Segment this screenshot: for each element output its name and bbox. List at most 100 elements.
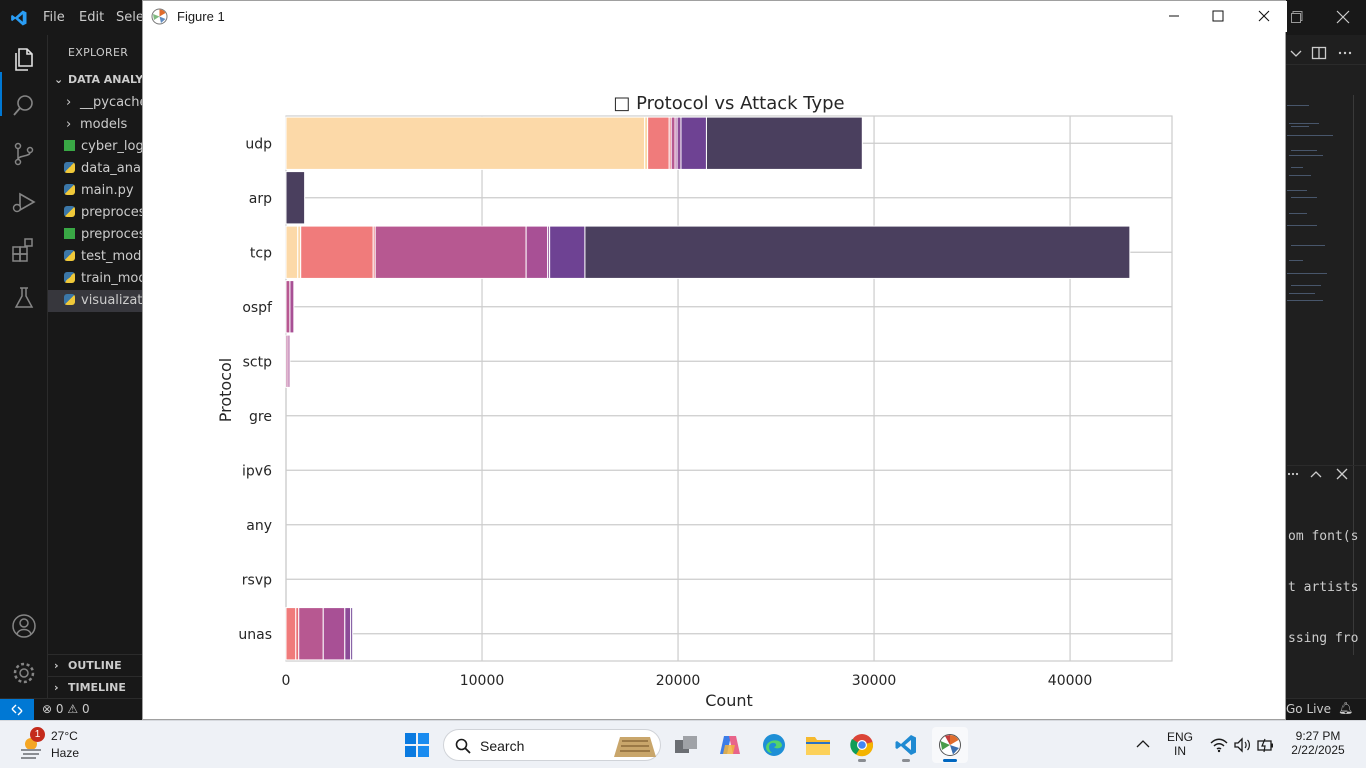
minimize-button[interactable] xyxy=(1151,1,1197,32)
account-icon[interactable] xyxy=(10,612,38,640)
panel-border xyxy=(1287,465,1366,466)
maximize-button[interactable] xyxy=(1195,1,1241,32)
figure-title: Figure 1 xyxy=(177,9,225,24)
x-tick-label: 0 xyxy=(282,673,291,689)
file-tree-item[interactable]: data_analy xyxy=(48,158,143,180)
copilot-icon xyxy=(720,736,740,754)
edge-button[interactable] xyxy=(756,727,792,763)
menu-selection[interactable]: Sele xyxy=(116,10,144,25)
source-control-icon[interactable] xyxy=(10,140,38,168)
python-file-icon xyxy=(64,206,75,217)
clock[interactable]: 9:27 PM 2/22/2025 xyxy=(1283,729,1353,757)
restore-icon[interactable] xyxy=(1291,11,1303,23)
bar-segment xyxy=(647,116,670,170)
menu-file[interactable]: File xyxy=(43,10,65,25)
vscode-icon xyxy=(895,735,916,755)
go-live-button[interactable]: Go Live xyxy=(1286,702,1331,716)
close-icon[interactable] xyxy=(1336,10,1350,24)
volume-icon[interactable] xyxy=(1233,737,1251,753)
bar-segment xyxy=(285,225,299,279)
file-tree-item[interactable]: main.py xyxy=(48,180,143,202)
show-hidden-icons-chevron[interactable] xyxy=(1136,739,1150,749)
start-button[interactable] xyxy=(399,727,435,763)
bar-segment xyxy=(680,116,707,170)
settings-gear-icon[interactable] xyxy=(10,659,38,687)
chrome-button[interactable] xyxy=(844,727,880,763)
file-tree-label: main.py xyxy=(81,183,134,198)
notification-badge: 1 xyxy=(30,727,45,742)
y-tick-label: ipv6 xyxy=(242,463,272,479)
more-actions-icon[interactable] xyxy=(1337,45,1353,61)
problems-indicator[interactable]: ⊗ 0 ⚠ 0 xyxy=(42,702,90,716)
language-bottom: IN xyxy=(1174,744,1186,758)
wifi-icon[interactable] xyxy=(1210,737,1228,753)
split-editor-icon[interactable] xyxy=(1311,45,1327,61)
editor-area xyxy=(1285,35,1366,698)
vscode-taskbar-button[interactable] xyxy=(888,727,924,763)
matplotlib-icon xyxy=(939,734,961,756)
bar-segment xyxy=(350,607,354,661)
y-tick-label: tcp xyxy=(250,245,272,261)
file-tree-item[interactable]: test_mode xyxy=(48,246,143,268)
chevron-right-icon: › xyxy=(66,95,72,110)
language-indicator[interactable]: ENG IN xyxy=(1163,730,1197,758)
task-view-button[interactable] xyxy=(668,727,704,763)
bar-segment xyxy=(285,171,306,225)
bar-segment xyxy=(705,116,863,170)
running-indicator xyxy=(858,759,866,762)
python-file-icon xyxy=(64,250,75,261)
activity-bar xyxy=(0,35,48,698)
bar-segment xyxy=(322,607,346,661)
outline-section[interactable]: › OUTLINE xyxy=(48,654,143,676)
file-tree-label: test_mode xyxy=(81,249,143,264)
scrollbar-track[interactable] xyxy=(1353,95,1354,655)
file-tree-item[interactable]: preprocess xyxy=(48,224,143,246)
chart-title: □ Protocol vs Attack Type xyxy=(613,93,844,114)
task-view-icon xyxy=(675,736,697,753)
file-tree-item[interactable]: › models xyxy=(48,114,143,136)
bar-segment xyxy=(298,607,324,661)
running-indicator xyxy=(902,759,910,762)
warning-count: 0 xyxy=(81,702,90,716)
copilot-button[interactable] xyxy=(712,727,748,763)
file-explorer-button[interactable] xyxy=(800,727,836,763)
search-label: Search xyxy=(480,738,525,754)
file-tree-item[interactable]: preprocess xyxy=(48,202,143,224)
explorer-icon[interactable] xyxy=(10,45,38,73)
weather-temperature: 27°C xyxy=(51,729,78,743)
x-tick-label: 40000 xyxy=(1048,673,1093,689)
battery-icon[interactable] xyxy=(1257,737,1275,753)
explorer-title: EXPLORER xyxy=(68,46,129,59)
vscode-logo-icon xyxy=(11,10,27,26)
chevron-right-icon: › xyxy=(54,659,59,672)
bar-segment xyxy=(285,116,646,170)
bar-segment xyxy=(300,225,374,279)
testing-flask-icon[interactable] xyxy=(10,284,38,312)
search-icon[interactable] xyxy=(10,92,38,120)
file-tree-item[interactable]: cyber_logs xyxy=(48,136,143,158)
extensions-icon[interactable] xyxy=(10,236,38,264)
bar-segment xyxy=(285,280,291,334)
bar-segment xyxy=(676,116,682,170)
timeline-section[interactable]: › TIMELINE xyxy=(48,676,143,698)
python-figure-taskbar-button[interactable] xyxy=(932,727,968,763)
close-button[interactable] xyxy=(1241,1,1287,32)
folder-header[interactable]: ⌄ DATA ANALYT xyxy=(48,69,143,91)
remote-button[interactable] xyxy=(0,699,34,720)
chart: □ Protocol vs Attack Type udp arp tcp ospf s… xyxy=(216,93,1173,710)
figure-window: Figure 1 □ Protocol vs Attack Type udp ar… xyxy=(142,0,1287,720)
file-tree-item[interactable]: visualizatio xyxy=(48,290,143,312)
x-tick-label: 10000 xyxy=(460,673,505,689)
panel-actions xyxy=(1287,468,1348,480)
bell-icon[interactable]: 🔔︎ xyxy=(1338,701,1354,715)
file-tree-item[interactable]: train_mode xyxy=(48,268,143,290)
chevron-down-icon[interactable] xyxy=(1288,45,1304,61)
run-debug-icon[interactable] xyxy=(10,188,38,216)
warning-icon: ⚠ xyxy=(67,702,79,716)
bar-segment xyxy=(525,225,549,279)
taskbar-search[interactable]: Search xyxy=(443,729,661,761)
file-tree-item[interactable]: › __pycache_ xyxy=(48,92,143,114)
figure-titlebar: Figure 1 xyxy=(143,1,1287,32)
error-icon: ⊗ xyxy=(42,702,53,716)
menu-edit[interactable]: Edit xyxy=(79,10,105,25)
